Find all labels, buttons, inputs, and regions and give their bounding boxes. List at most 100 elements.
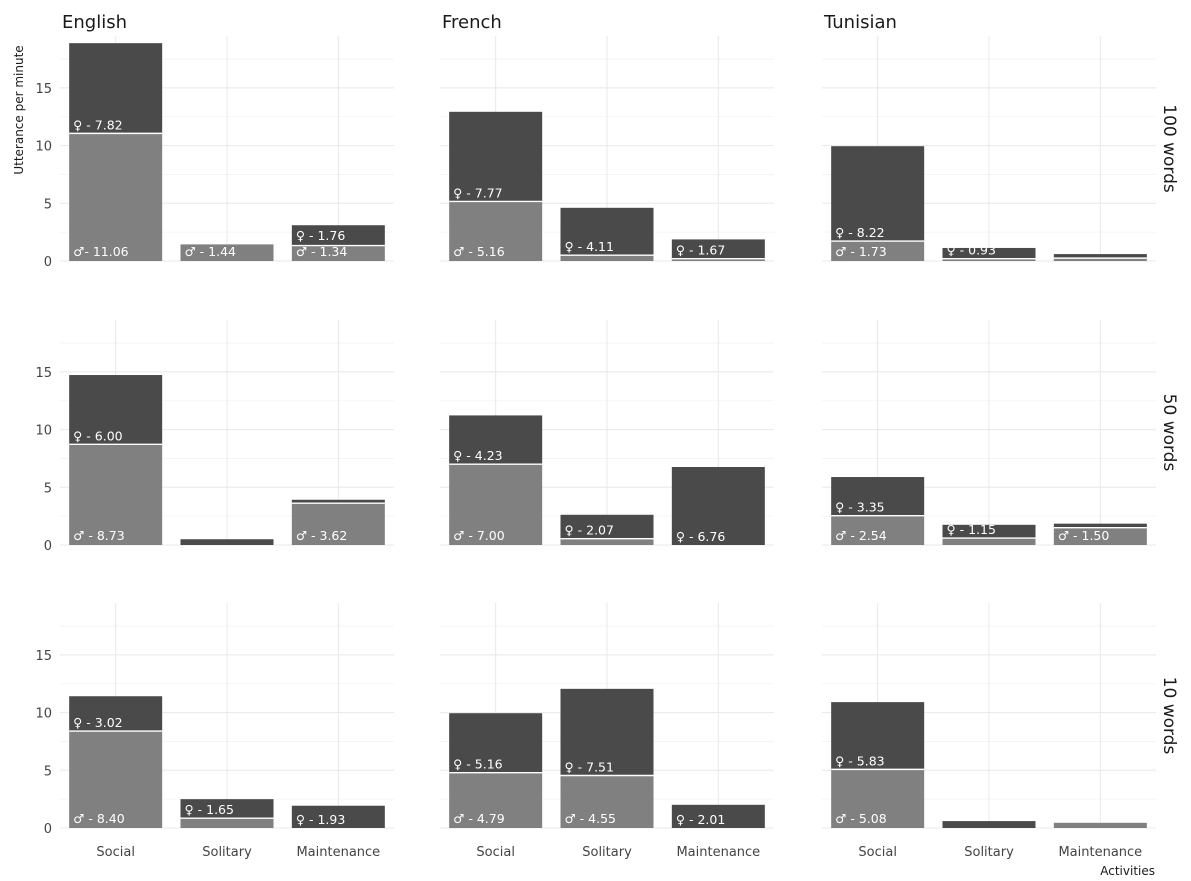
data-label-female: ♀ - 1.67 [676, 243, 725, 258]
data-label-male: ♂ - 1.34 [296, 244, 348, 259]
x-tick-label-solitary: Solitary [964, 845, 1014, 860]
data-label-female: ♀ - 2.07 [565, 523, 614, 538]
bar-female-french-50-words-solitary [560, 514, 654, 539]
data-label-female: ♀ - 8.22 [835, 225, 884, 240]
bar-female-french-100-words-social [449, 111, 543, 202]
data-label-male: ♂ - 8.40 [73, 811, 125, 826]
bar-male-english-100-words-solitary [180, 244, 274, 261]
data-label-male: ♂ - 4.55 [565, 811, 617, 826]
data-label-female: ♀ - 6.76 [676, 529, 725, 544]
data-label-male: ♂ - 4.79 [453, 811, 505, 826]
bar-female-tunisian-50-words-maintenance [1053, 523, 1147, 528]
y-tick-label: 5 [44, 197, 52, 212]
data-label-male: ♂ - 5.08 [835, 811, 887, 826]
data-label-female: ♀ - 7.82 [73, 117, 122, 132]
bar-male-tunisian-100-words-maintenance [1053, 258, 1147, 261]
bar-male-english-50-words-maintenance [291, 503, 385, 545]
data-label-female: ♀ - 5.16 [453, 757, 502, 772]
bar-female-english-50-words-maintenance [291, 499, 385, 504]
bar-female-english-50-words-social [69, 375, 163, 445]
data-label-male: ♂ - 3.62 [296, 528, 348, 543]
data-label-female: ♀ - 1.76 [296, 228, 345, 243]
bar-female-english-10-words-solitary [180, 799, 274, 819]
facet-label-english: English [62, 12, 127, 33]
bar-female-french-10-words-social [449, 713, 543, 773]
data-label-female: ♀ - 1.15 [947, 522, 996, 537]
y-tick-label: 10 [35, 424, 52, 439]
bar-male-english-50-words-social [69, 444, 163, 545]
x-tick-label-social: Social [858, 845, 897, 860]
y-tick-label: 10 [35, 707, 52, 722]
data-label-female: ♀ - 5.83 [835, 753, 884, 768]
facet-label-10-words: 10 words [1159, 677, 1179, 755]
data-label-female: ♀ - 4.23 [453, 448, 502, 463]
bar-female-tunisian-100-words-solitary [942, 247, 1036, 259]
bar-female-french-50-words-maintenance [671, 467, 765, 545]
x-tick-label-solitary: Solitary [582, 845, 632, 860]
bar-male-english-100-words-maintenance [291, 245, 385, 261]
y-tick-label: 5 [44, 481, 52, 496]
y-tick-label: 15 [35, 82, 52, 97]
data-label-male: ♂ - 2.54 [835, 528, 887, 543]
bars-layer [69, 43, 1147, 828]
y-tick-label: 15 [35, 649, 52, 664]
bar-male-french-10-words-solitary [560, 775, 654, 828]
bar-labels-layer: ♂- 11.06 ♀ - 7.82 ♂ - 1.44 ♂ - 1.34♀ - 1.76… [73, 117, 1109, 827]
facet-label-50-words: 50 words [1159, 394, 1179, 472]
data-label-female: ♀ - 4.11 [565, 239, 614, 254]
facet-strips-layer: English French Tunisian 100 words 50 words 10… [62, 12, 1179, 754]
bar-female-english-10-words-maintenance [291, 805, 385, 828]
bar-female-tunisian-10-words-solitary [942, 821, 1036, 828]
data-label-female: ♀ - 0.93 [947, 243, 996, 258]
bar-male-english-10-words-social [69, 731, 163, 828]
bar-male-french-50-words-social [449, 464, 543, 545]
bar-female-french-50-words-social [449, 415, 543, 465]
bar-female-english-100-words-social [69, 43, 163, 134]
y-tick-label: 0 [44, 539, 52, 554]
bar-female-english-10-words-social [69, 696, 163, 732]
data-label-male: ♂- 11.06 [73, 244, 129, 259]
facet-label-100-words: 100 words [1159, 104, 1179, 193]
bar-male-tunisian-50-words-social [831, 515, 925, 545]
x-tick-label-solitary: Solitary [202, 845, 252, 860]
y-tick-label: 5 [44, 764, 52, 779]
facet-label-tunisian: Tunisian [823, 12, 897, 33]
data-label-male: ♂ - 5.16 [453, 244, 505, 259]
y-tick-label: 0 [44, 255, 52, 270]
data-label-female: ♀ - 7.51 [565, 760, 614, 775]
bar-male-french-50-words-solitary [560, 538, 654, 545]
y-tick-label: 10 [35, 140, 52, 155]
bar-male-tunisian-100-words-solitary [942, 258, 1036, 261]
data-label-female: ♀ - 7.77 [453, 185, 502, 200]
data-label-male: ♂ - 1.44 [185, 244, 237, 259]
data-label-female: ♀ - 3.02 [73, 715, 122, 730]
data-label-male: ♂ - 1.50 [1058, 528, 1110, 543]
bar-male-french-100-words-social [449, 201, 543, 261]
axes-layer: 0 5 10 15 0 5 10 15 0 5 10 15 Social Solitary Maintena… [12, 45, 1155, 878]
facet-label-french: French [442, 12, 502, 33]
bar-male-tunisian-10-words-maintenance [1053, 822, 1147, 828]
bar-female-french-10-words-maintenance [671, 804, 765, 828]
y-tick-label: 0 [44, 822, 52, 837]
bar-female-french-10-words-solitary [560, 688, 654, 776]
x-tick-label-social: Social [476, 845, 515, 860]
data-label-male: ♂ - 7.00 [453, 528, 505, 543]
bar-male-tunisian-50-words-maintenance [1053, 527, 1147, 545]
bar-male-english-10-words-solitary [180, 818, 274, 828]
x-tick-label-maintenance: Maintenance [296, 845, 380, 860]
bar-female-french-100-words-solitary [560, 207, 654, 256]
x-tick-label-social: Social [96, 845, 135, 860]
bar-female-tunisian-100-words-maintenance [1053, 254, 1147, 259]
bar-female-english-50-words-solitary [180, 539, 274, 545]
x-tick-label-maintenance: Maintenance [676, 845, 760, 860]
data-label-female: ♀ - 1.93 [296, 812, 345, 827]
y-axis-title: Utterance per minute [12, 45, 26, 174]
bar-male-tunisian-10-words-social [831, 769, 925, 828]
data-label-male: ♂ - 1.73 [835, 244, 887, 259]
bar-female-tunisian-10-words-social [831, 702, 925, 770]
bar-male-tunisian-50-words-solitary [942, 538, 1036, 545]
bar-female-tunisian-50-words-solitary [942, 524, 1036, 539]
bar-male-english-100-words-social [69, 133, 163, 261]
data-label-female: ♀ - 3.35 [835, 500, 884, 515]
